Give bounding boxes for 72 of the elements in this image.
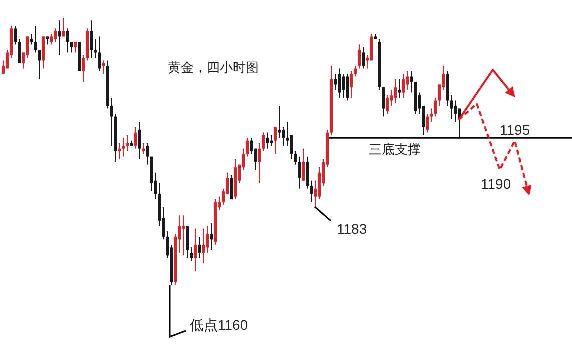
candlestick — [98, 36, 101, 72]
candlestick — [126, 134, 129, 152]
candlestick — [118, 142, 121, 160]
candlestick — [290, 134, 293, 160]
candlestick — [182, 215, 185, 256]
candlestick — [82, 54, 85, 83]
candlestick — [206, 226, 209, 254]
text: 1195 — [500, 122, 530, 138]
candlestick — [270, 134, 273, 147]
candlestick — [142, 142, 145, 155]
candlestick — [34, 26, 37, 54]
candlestick — [334, 74, 337, 91]
candlestick — [454, 100, 457, 123]
candlestick — [398, 78, 401, 99]
candlestick — [350, 70, 353, 99]
candlestick — [406, 70, 409, 91]
candlestick — [194, 228, 197, 272]
candlestick — [122, 138, 125, 158]
candlestick — [298, 156, 301, 190]
ref-line-label: 三底支撑 — [369, 142, 421, 158]
candlestick — [342, 74, 345, 99]
candlestick — [246, 138, 249, 158]
candlestick — [358, 44, 361, 70]
candlestick — [38, 50, 41, 80]
candlestick — [66, 28, 69, 54]
candlestick — [338, 68, 341, 99]
candlestick — [302, 148, 305, 182]
candlestick — [54, 28, 57, 43]
candlestick — [278, 106, 281, 139]
candlestick — [346, 74, 349, 102]
candlestick — [58, 20, 61, 56]
candlestick — [410, 70, 413, 94]
text: 1190 — [481, 176, 512, 192]
candlestick — [70, 42, 73, 54]
candlestick — [354, 66, 357, 78]
candlestick — [14, 26, 17, 46]
candlestick — [294, 151, 297, 166]
candlestick — [62, 18, 65, 38]
candlestick — [94, 38, 97, 59]
candlestick — [90, 20, 93, 59]
candlestick — [258, 142, 261, 184]
candlestick — [190, 247, 193, 262]
candlestick — [30, 34, 33, 46]
candlestick — [146, 142, 149, 166]
candlestick — [138, 122, 141, 160]
candlestick — [402, 74, 405, 99]
candlestick — [274, 126, 277, 155]
candlestick — [426, 114, 429, 134]
candlestick — [430, 108, 433, 123]
candlestick — [134, 126, 137, 150]
candlestick — [50, 34, 53, 46]
candlestick — [74, 42, 77, 54]
candlestick — [266, 132, 269, 150]
text: 黄金，四小时图 — [168, 60, 259, 75]
candlestick — [450, 94, 453, 120]
text: 低点1160 — [190, 317, 248, 333]
candlestick — [102, 60, 105, 75]
candlestick — [210, 223, 213, 251]
candlestick — [202, 228, 205, 264]
annotation: 1183 — [337, 221, 368, 237]
candlestick — [362, 46, 365, 70]
candlestick — [110, 98, 113, 147]
candlestick — [198, 236, 201, 259]
candlestick — [230, 175, 233, 200]
candlestick — [434, 98, 437, 118]
candlestick — [386, 94, 389, 115]
candlestick — [394, 78, 397, 104]
candlestick — [282, 126, 285, 147]
candlestick — [382, 86, 385, 118]
candlestick — [310, 180, 313, 203]
candlestick — [262, 132, 265, 152]
candlestick — [18, 38, 21, 64]
